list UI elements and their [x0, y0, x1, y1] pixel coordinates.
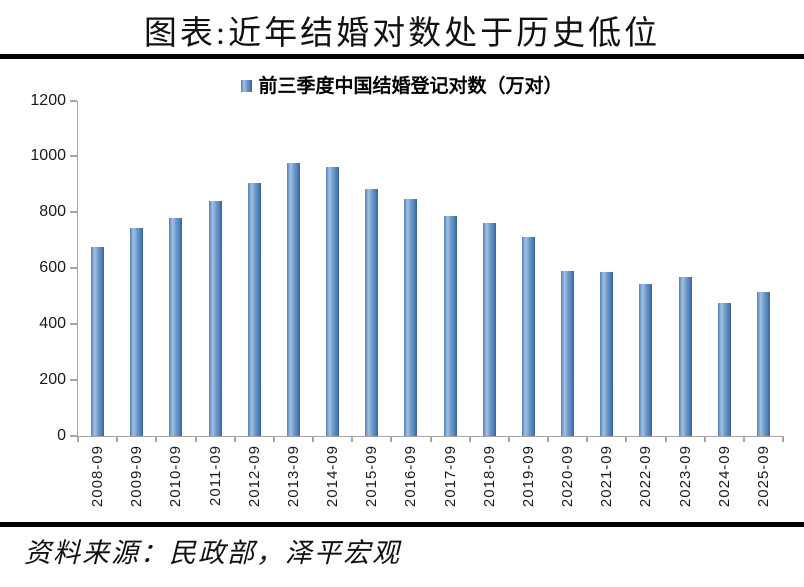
x-axis-label: 2010-09	[166, 445, 186, 517]
y-axis-tick	[69, 99, 77, 102]
x-axis-tick	[155, 437, 158, 442]
x-axis-tick	[468, 437, 471, 442]
y-tick-label: 600	[39, 259, 66, 277]
x-axis-label-text: 2025-09	[754, 445, 772, 508]
x-axis-label: 2023-09	[675, 445, 695, 517]
x-axis-tick	[586, 437, 589, 442]
x-axis-label-text: 2008-09	[89, 445, 107, 508]
bar	[443, 215, 457, 436]
x-axis-tick	[703, 437, 706, 442]
x-axis-label: 2013-09	[283, 445, 303, 517]
x-axis-label-text: 2023-09	[676, 445, 694, 508]
x-axis-tick	[625, 437, 628, 442]
x-axis-label: 2015-09	[362, 445, 382, 517]
x-axis-label-text: 2009-09	[128, 445, 146, 508]
x-axis-label: 2016-09	[401, 445, 421, 517]
y-axis-tick	[69, 267, 77, 270]
bar	[91, 246, 105, 436]
y-axis-tick	[69, 211, 77, 214]
x-axis-label: 2019-09	[518, 445, 538, 517]
legend-blue-square-icon	[241, 79, 253, 92]
x-axis-tick	[507, 437, 510, 442]
y-tick-label: 0	[57, 427, 66, 444]
x-axis-label-text: 2011-09	[206, 445, 224, 506]
x-axis-tick	[664, 437, 667, 442]
x-axis-tick	[272, 437, 275, 442]
x-axis-label-text: 2010-09	[167, 445, 185, 508]
y-tick-label: 800	[39, 203, 66, 221]
x-axis-tick	[390, 437, 393, 442]
x-axis-tick	[782, 437, 784, 442]
x-axis-label-text: 2017-09	[441, 445, 459, 508]
bar	[365, 189, 379, 436]
y-axis-tick	[69, 435, 77, 437]
x-axis-label: 2009-09	[127, 445, 147, 517]
y-axis-line	[76, 100, 78, 436]
x-axis-label-text: 2021-09	[598, 445, 616, 508]
bar	[130, 227, 144, 436]
x-axis-tick	[351, 437, 354, 442]
x-axis-label: 2025-09	[753, 445, 773, 517]
x-axis-tick	[312, 437, 314, 442]
x-axis-label-text: 2013-09	[284, 445, 302, 508]
bar	[717, 303, 731, 436]
bar	[169, 217, 183, 436]
x-axis-label: 2024-09	[714, 445, 734, 517]
source-note: 资料来源：民政部，泽平宏观	[24, 538, 401, 568]
top-rule-divider	[0, 54, 804, 59]
x-axis-label: 2021-09	[597, 445, 617, 517]
x-axis-label-text: 2024-09	[715, 445, 733, 508]
page-title: 图表:近年结婚对数处于历史低位	[143, 16, 661, 52]
bar	[756, 292, 770, 436]
x-axis-label-text: 2014-09	[324, 445, 342, 508]
bar	[286, 162, 300, 436]
y-axis-tick	[69, 379, 77, 382]
bar	[639, 283, 653, 436]
x-axis-label-text: 2012-09	[245, 445, 263, 508]
y-tick-label: 400	[39, 315, 66, 333]
bottom-rule-divider	[0, 522, 804, 527]
x-axis-tick	[547, 437, 549, 442]
x-axis-label: 2008-09	[88, 445, 108, 517]
bar	[678, 276, 692, 436]
y-tick-label: 1000	[30, 147, 66, 165]
y-tick-label: 1200	[30, 91, 66, 109]
legend-label: 前三季度中国结婚登记对数（万对）	[258, 76, 563, 97]
bar	[208, 200, 222, 436]
x-axis-label-text: 2015-09	[363, 445, 381, 508]
x-axis-tick	[742, 437, 745, 442]
bar	[326, 167, 340, 436]
x-axis-tick	[116, 437, 119, 442]
x-axis-label: 2011-09	[205, 445, 225, 517]
x-axis-label: 2018-09	[479, 445, 499, 517]
x-axis-label-text: 2020-09	[559, 445, 577, 508]
bar	[247, 182, 261, 436]
x-axis-label: 2012-09	[244, 445, 264, 517]
x-axis-label-text: 2019-09	[519, 445, 537, 508]
x-axis-label: 2017-09	[440, 445, 460, 517]
x-axis-tick	[77, 437, 79, 442]
chart-legend: 前三季度中国结婚登记对数（万对）	[0, 71, 804, 98]
x-axis-tick	[233, 437, 236, 442]
x-axis-tick	[429, 437, 432, 442]
bar	[521, 236, 535, 436]
x-axis-label: 2014-09	[323, 445, 343, 517]
x-axis-label: 2022-09	[636, 445, 656, 517]
bar	[600, 271, 614, 436]
x-axis-label-text: 2018-09	[480, 445, 498, 508]
y-axis-tick	[69, 155, 77, 158]
x-axis-tick	[194, 437, 197, 442]
x-axis-line	[76, 435, 784, 437]
x-axis-label-text: 2016-09	[402, 445, 420, 508]
bar	[404, 198, 418, 436]
y-axis-tick	[69, 323, 77, 326]
x-axis-label-text: 2022-09	[637, 445, 655, 508]
y-tick-label: 200	[39, 371, 66, 389]
x-axis-label: 2020-09	[558, 445, 578, 517]
bar	[561, 271, 575, 436]
bar	[482, 222, 496, 436]
